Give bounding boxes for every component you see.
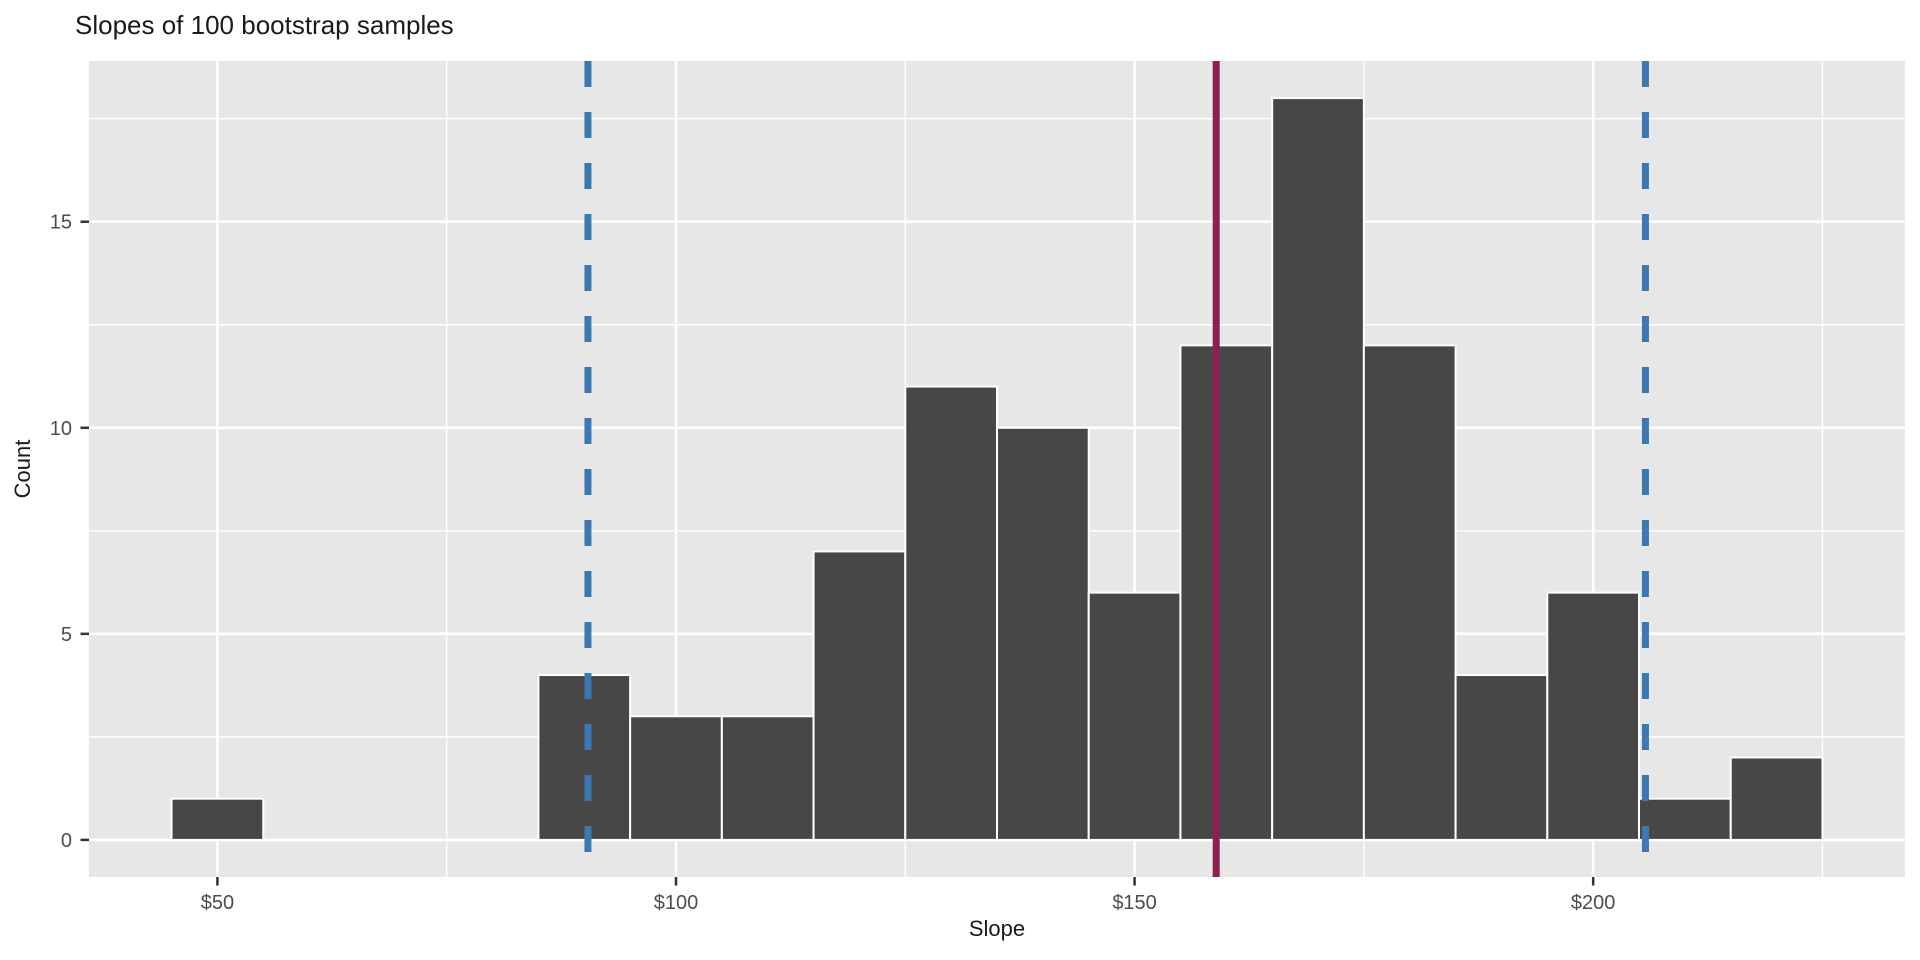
histogram-bar (537, 674, 632, 841)
histogram-bar (1362, 344, 1457, 841)
x-tick-label: $100 (654, 892, 699, 914)
x-tick-label: $50 (201, 892, 234, 914)
histogram-bar (170, 797, 265, 841)
histogram-bar (1546, 591, 1641, 841)
histogram-bar (1271, 97, 1365, 841)
y-axis-label: Count (10, 440, 35, 499)
histogram-bars (170, 97, 1824, 841)
y-tick-label: 5 (61, 624, 72, 646)
histogram-bar (1638, 797, 1732, 841)
histogram-bar (629, 715, 723, 841)
x-tick-label: $200 (1571, 892, 1616, 914)
histogram-bar (1729, 756, 1824, 841)
y-tick-label: 15 (50, 212, 72, 234)
x-axis-label: Slope (969, 916, 1025, 941)
histogram-bar (1454, 674, 1549, 841)
histogram-bar (1179, 344, 1274, 841)
x-tick-label: $150 (1112, 892, 1157, 914)
y-tick-label: 10 (50, 418, 72, 440)
chart-title: Slopes of 100 bootstrap samples (75, 10, 454, 40)
y-tick-label: 0 (61, 830, 72, 852)
axis-tick-labels: $50 $100 $150 $200 0 5 10 15 (50, 212, 1616, 914)
histogram-bar (904, 385, 999, 841)
histogram-bar (720, 715, 815, 841)
histogram-bar (1087, 591, 1182, 841)
histogram-bar (996, 426, 1090, 841)
axis-tick-marks (80, 220, 1595, 886)
reference-lines (584, 61, 1649, 877)
histogram-bar (812, 550, 907, 841)
